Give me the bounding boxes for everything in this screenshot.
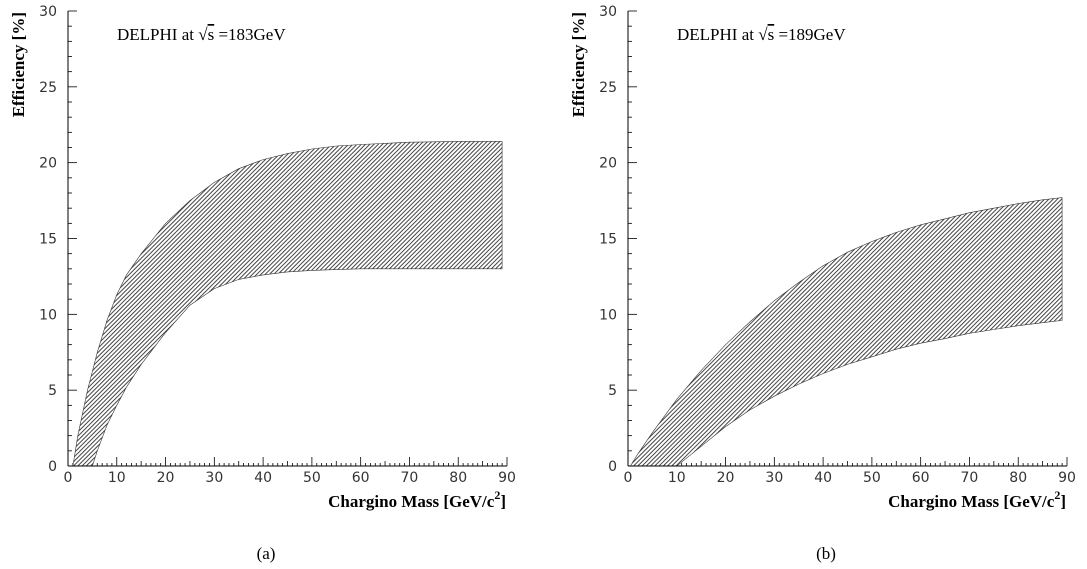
x-tick-label: 30 bbox=[765, 470, 783, 486]
plot-frame bbox=[627, 11, 1067, 467]
plot-frame bbox=[67, 11, 507, 467]
y-tick-label: 20 bbox=[599, 156, 617, 172]
x-tick-label: 80 bbox=[449, 470, 467, 486]
x-tick-label: 10 bbox=[668, 470, 686, 486]
x-tick-label: 90 bbox=[1058, 470, 1076, 486]
y-tick-labels: 0 5 10 15 20 25 30 bbox=[599, 4, 617, 475]
x-tick-label: 20 bbox=[717, 470, 735, 486]
x-tick-label: 70 bbox=[401, 470, 419, 486]
y-axis-label: Efficiency [%] bbox=[569, 12, 588, 117]
annotation: DELPHI at √s =189GeV bbox=[677, 25, 846, 44]
y-tick-label: 10 bbox=[599, 307, 617, 323]
y-tick-label: 20 bbox=[39, 156, 57, 172]
y-tick-label: 15 bbox=[599, 232, 617, 248]
panel-caption: (b) bbox=[816, 544, 836, 563]
y-tick-label: 5 bbox=[48, 383, 57, 399]
axis-ticks bbox=[627, 10, 1068, 467]
y-tick-labels: 0 5 10 15 20 25 30 bbox=[39, 4, 57, 475]
y-axis-label: Efficiency [%] bbox=[9, 12, 28, 117]
y-tick-label: 30 bbox=[599, 4, 617, 20]
y-tick-label: 25 bbox=[39, 80, 57, 96]
x-tick-labels: 0 10 20 30 40 50 60 70 80 90 bbox=[64, 470, 516, 486]
y-tick-label: 5 bbox=[608, 383, 617, 399]
panel-caption: (a) bbox=[257, 544, 276, 563]
y-tick-label: 30 bbox=[39, 4, 57, 20]
x-tick-label: 40 bbox=[254, 470, 272, 486]
x-tick-label: 80 bbox=[1009, 470, 1027, 486]
efficiency-band bbox=[629, 197, 1063, 467]
x-tick-label: 70 bbox=[961, 470, 979, 486]
x-tick-label: 90 bbox=[498, 470, 516, 486]
x-tick-label: 60 bbox=[912, 470, 930, 486]
x-tick-label: 10 bbox=[108, 470, 126, 486]
y-tick-label: 15 bbox=[39, 232, 57, 248]
y-tick-label: 10 bbox=[39, 307, 57, 323]
x-tick-label: 60 bbox=[352, 470, 370, 486]
x-tick-label: 40 bbox=[814, 470, 832, 486]
x-tick-label: 20 bbox=[157, 470, 175, 486]
x-tick-label: 0 bbox=[624, 470, 633, 486]
x-axis-label: Chargino Mass [GeV/c2] bbox=[888, 488, 1066, 511]
y-tick-label: 0 bbox=[48, 459, 57, 475]
x-tick-label: 0 bbox=[64, 470, 73, 486]
annotation: DELPHI at √s =183GeV bbox=[117, 25, 286, 44]
x-axis-label: Chargino Mass [GeV/c2] bbox=[328, 488, 506, 511]
x-tick-label: 50 bbox=[303, 470, 321, 486]
y-tick-label: 25 bbox=[599, 80, 617, 96]
chart-panel-b: 0 10 20 30 40 50 60 70 80 90 0 5 10 15 20 25 30 DELPHI … bbox=[569, 4, 1076, 563]
x-tick-labels: 0 10 20 30 40 50 60 70 80 90 bbox=[624, 470, 1076, 486]
x-tick-label: 30 bbox=[205, 470, 223, 486]
chart-panel-a: 0 10 20 30 40 50 60 70 80 90 0 5 10 15 20 25 30 DELPHI … bbox=[9, 4, 516, 563]
efficiency-band bbox=[72, 141, 503, 467]
x-tick-label: 50 bbox=[863, 470, 881, 486]
y-tick-label: 0 bbox=[608, 459, 617, 475]
